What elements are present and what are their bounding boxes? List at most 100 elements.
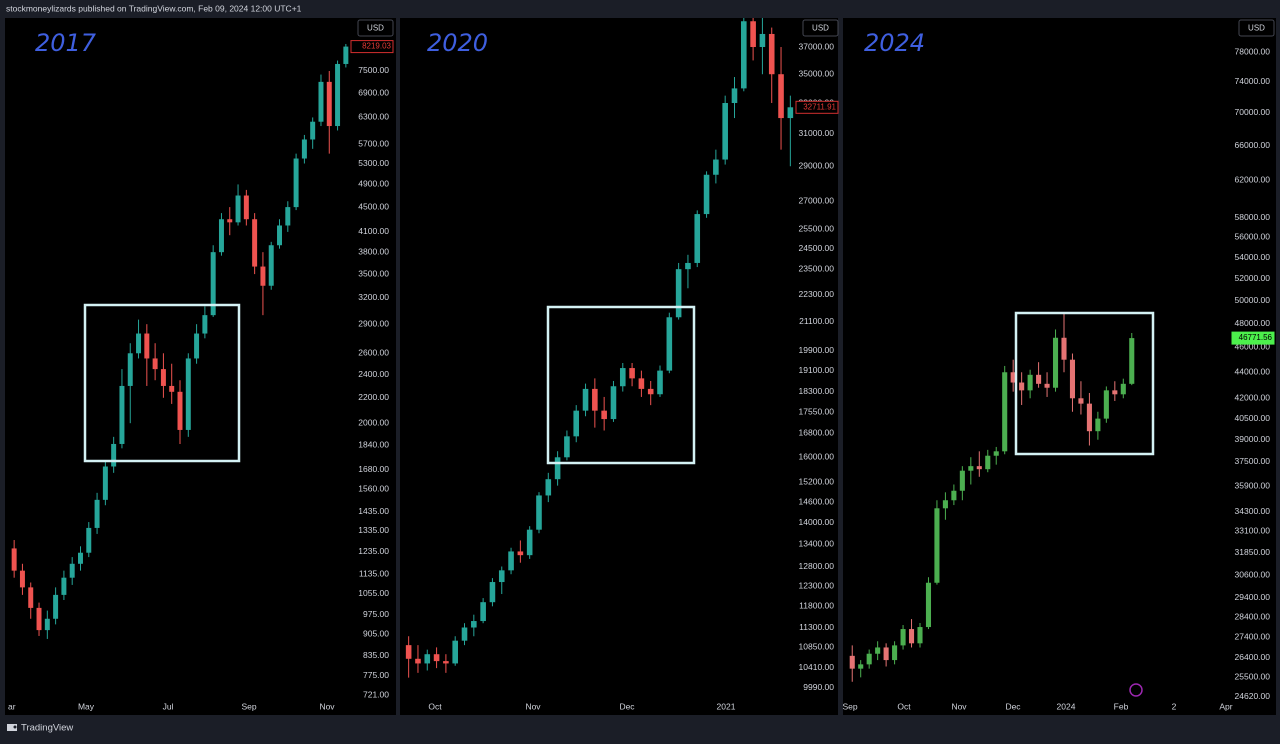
y-tick-label: 6300.00 [358, 112, 389, 122]
candle-body [722, 103, 728, 160]
candle-body [218, 219, 224, 253]
x-tick-label: Jul [163, 701, 174, 711]
y-tick-label: 11800.00 [799, 601, 834, 611]
candle-body [508, 551, 514, 571]
y-tick-label: 35000.00 [799, 68, 835, 78]
last-price-tag [795, 100, 839, 114]
chart-pane: 721.00 775.00 835.00 905.00 975.00 1055.00 113… [5, 18, 396, 715]
candle-body [750, 21, 756, 48]
footer-brand[interactable]: TradingView [21, 723, 73, 734]
candle-body [1052, 337, 1059, 388]
candle-body [849, 655, 855, 669]
y-tick-label: 1335.00 [358, 525, 389, 535]
candle-body [1061, 337, 1067, 360]
candle-body [573, 410, 580, 437]
candle-body [985, 455, 991, 470]
currency-button[interactable] [802, 19, 839, 37]
y-tick-label: 5700.00 [358, 138, 389, 148]
candle-body [94, 499, 100, 528]
publisher-line: stockmoneylizards published on TradingVi… [6, 3, 302, 13]
year-annotation: 2017 [35, 29, 97, 57]
candle-body [1086, 403, 1092, 432]
candle-body [778, 74, 784, 119]
y-tick-label: 56000.00 [1235, 232, 1271, 242]
footer-logo [7, 724, 17, 731]
candle-body [69, 563, 75, 578]
candle-body [675, 269, 682, 318]
candle-body [44, 618, 50, 631]
candle-body [489, 582, 496, 603]
y-tick-label: 1435.00 [358, 506, 389, 516]
candle-body [252, 219, 258, 267]
y-tick-label: 9990.00 [803, 682, 834, 692]
y-tick-label: 74000.00 [1235, 76, 1271, 86]
candle-body [61, 577, 67, 595]
candle-body [318, 81, 324, 122]
candle-body [443, 661, 449, 664]
y-tick-label: 2400.00 [358, 369, 389, 379]
y-tick-label: 19100.00 [799, 365, 835, 375]
currency-label: USD [812, 24, 829, 33]
candle-body [685, 262, 691, 270]
x-tick-label: 2021 [717, 701, 736, 711]
candle-body [335, 63, 341, 127]
candle-body [1019, 382, 1025, 391]
y-tick-label: 12300.00 [799, 580, 835, 590]
candle-body [1095, 418, 1101, 432]
y-tick-label: 6900.00 [358, 87, 389, 97]
candle-body [480, 602, 486, 622]
candle-body [517, 551, 524, 556]
candle-body [169, 385, 175, 392]
candle-body [227, 219, 233, 223]
candle-body [86, 527, 92, 553]
x-tick-label: Dec [619, 701, 635, 711]
candle-body [78, 552, 83, 564]
y-tick-label: 3500.00 [358, 268, 389, 278]
candle-body [202, 315, 208, 334]
candle-body [28, 587, 34, 608]
candle-body [592, 388, 598, 411]
x-tick-label: May [78, 701, 95, 711]
candle-body [111, 443, 117, 467]
candle-body [892, 645, 898, 661]
y-tick-label: 2000.00 [358, 417, 389, 427]
candle-body [498, 570, 505, 583]
year-annotation: 2020 [427, 29, 488, 57]
candle-body [424, 654, 431, 664]
y-tick-label: 11300.00 [799, 622, 834, 632]
y-tick-label: 24500.00 [799, 243, 835, 253]
y-tick-label: 37500.00 [1235, 456, 1271, 466]
y-tick-label: 40500.00 [1235, 413, 1271, 423]
y-tick-label: 19900.00 [799, 345, 835, 355]
chart-pane: 9990.00 10410.00 10850.00 11300.00 11800.00 1… [400, 18, 839, 715]
candle-body [934, 508, 940, 583]
currency-button[interactable] [1238, 19, 1275, 37]
y-tick-label: 10410.00 [799, 662, 835, 672]
y-tick-label: 4100.00 [358, 226, 389, 236]
candle-body [471, 621, 477, 628]
y-tick-label: 1055.00 [358, 588, 389, 598]
y-tick-label: 23500.00 [799, 263, 835, 273]
replay-icon[interactable] [1129, 683, 1143, 697]
last-price-tag [1231, 331, 1275, 345]
candle-body [768, 33, 775, 75]
candle-body [293, 158, 299, 208]
y-tick-label: 31000.00 [799, 128, 835, 138]
x-tick-label: Nov [525, 701, 541, 711]
candle-body [127, 353, 133, 386]
currency-button[interactable] [357, 19, 394, 37]
candles [405, 18, 794, 678]
pane-background [5, 18, 396, 715]
x-tick-label: Nov [951, 701, 967, 711]
x-tick-label: 2024 [1057, 701, 1076, 711]
candle-body [194, 333, 200, 359]
candle-body [301, 139, 307, 159]
y-tick-label: 50000.00 [1235, 295, 1271, 305]
y-tick-label: 10850.00 [799, 642, 835, 652]
pane-background [843, 18, 1276, 715]
last-price-label: 32711.91 [803, 102, 836, 111]
candle-body [144, 333, 150, 359]
candle-body [136, 333, 142, 354]
highlight-box [546, 305, 696, 465]
y-tick-label: 775.00 [363, 670, 389, 680]
